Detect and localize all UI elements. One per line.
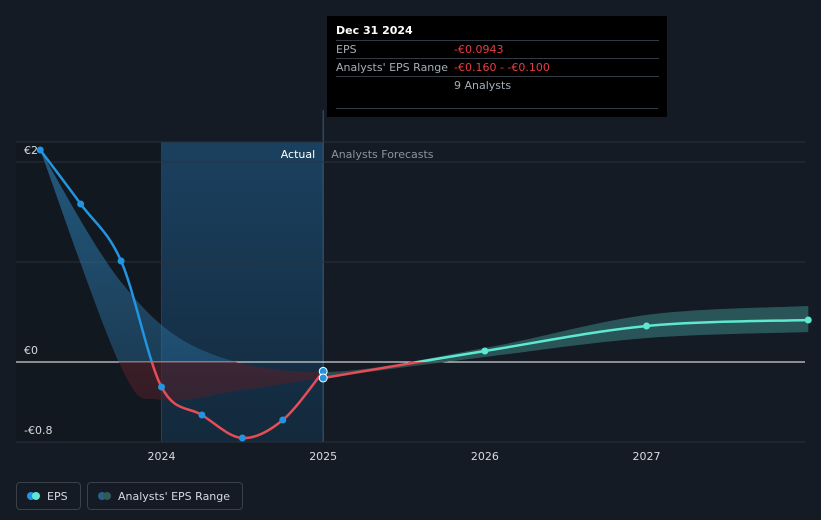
- x-tick-label-1: 2025: [309, 450, 337, 463]
- pre-actual-region: [16, 142, 162, 442]
- forecast-label: Analysts Forecasts: [331, 148, 434, 161]
- eps-point-3: [158, 383, 166, 391]
- forecast-point-3: [804, 316, 812, 324]
- eps-legend-icon: [27, 492, 41, 500]
- tooltip-eps-label: EPS: [336, 43, 357, 56]
- forecast-point-2: [643, 322, 651, 330]
- tooltip-range-value: -€0.160 - -€0.100: [454, 61, 550, 74]
- legend-range-button[interactable]: Analysts' EPS Range: [87, 482, 244, 510]
- eps-point-2: [117, 257, 125, 265]
- eps-forecast-line-negative: [322, 362, 426, 380]
- y-tick-label-1: €0: [24, 344, 38, 357]
- range-legend-icon: [98, 492, 112, 500]
- tooltip-divider: [336, 108, 658, 109]
- eps-point-0: [36, 146, 44, 154]
- legend-eps-label: EPS: [47, 489, 68, 503]
- tooltip-range-row: Analysts' EPS Range -€0.160 - -€0.100: [336, 58, 659, 76]
- eps-point-6: [279, 416, 287, 424]
- y-tick-label-2: -€0.8: [24, 424, 52, 437]
- x-tick-label-3: 2027: [633, 450, 661, 463]
- eps-point-1: [77, 200, 85, 208]
- tooltip-eps-row: EPS -€0.0943: [336, 40, 659, 58]
- tooltip-date: Dec 31 2024: [336, 24, 413, 37]
- eps-forecast-line: [410, 318, 809, 362]
- range-band-positive: [40, 150, 809, 362]
- eps-chart: €2 €0 -€0.8 2024 2025 2026 2027 Actual Analysts …: [16, 110, 812, 463]
- eps-point-4: [198, 411, 206, 419]
- legend-range-label: Analysts' EPS Range: [118, 489, 231, 503]
- tooltip-analysts: 9 Analysts: [454, 79, 512, 92]
- tooltip: Dec 31 2024 EPS -€0.0943 Analysts' EPS R…: [327, 16, 667, 117]
- forecast-point-0: [318, 373, 328, 383]
- eps-actual-line-negative: [150, 362, 325, 440]
- legend-eps-button[interactable]: EPS: [16, 482, 81, 510]
- tooltip-analysts-row: 9 Analysts: [336, 76, 659, 94]
- eps-point-5: [238, 434, 246, 442]
- y-tick-label-0: €2: [24, 144, 38, 157]
- x-tick-label-0: 2024: [148, 450, 176, 463]
- forecast-point-1: [481, 347, 489, 355]
- tooltip-range-label: Analysts' EPS Range: [336, 61, 449, 74]
- x-tick-label-2: 2026: [471, 450, 499, 463]
- tooltip-eps-value: -€0.0943: [454, 43, 504, 56]
- eps-actual-line: [39, 149, 154, 362]
- actual-label: Actual: [281, 148, 315, 161]
